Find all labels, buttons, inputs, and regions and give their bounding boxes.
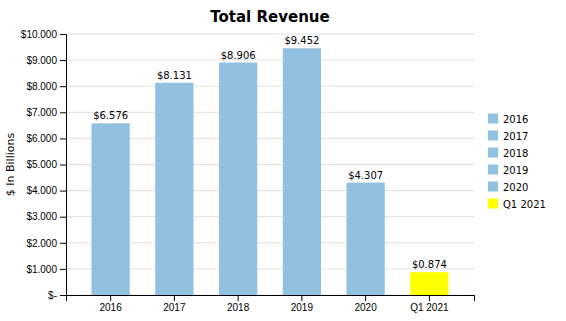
x-tick-label: 2016 xyxy=(100,302,123,313)
plot: $- $1.000 $2.000 $3.000 $4.000 $5.000 $6.000 $7… xyxy=(21,29,475,313)
legend-swatch xyxy=(488,131,498,141)
y-tick-label: $1.000 xyxy=(26,264,57,275)
legend-swatch xyxy=(488,165,498,175)
x-tick-mark xyxy=(110,295,111,301)
y-tick: $9.000 xyxy=(26,55,66,66)
data-label: $9.452 xyxy=(284,35,319,46)
y-tick-label: $5.000 xyxy=(26,159,57,170)
y-tick-label: $2.000 xyxy=(26,238,57,249)
x-tick: 2018 xyxy=(227,295,250,313)
y-tick: $1.000 xyxy=(26,264,66,275)
legend: 2016 2017 2018 2019 2020 Q1 2021 xyxy=(488,114,546,210)
bar xyxy=(347,183,385,295)
x-tick-label: 2020 xyxy=(355,302,378,313)
y-tick-mark xyxy=(60,60,66,61)
y-tick-label: $7.000 xyxy=(26,107,57,118)
y-tick-mark xyxy=(60,112,66,113)
bar xyxy=(219,63,257,295)
x-tick-mark xyxy=(429,295,430,301)
y-tick-label: $- xyxy=(48,290,57,301)
title: Total Revenue xyxy=(210,8,329,26)
legend-item: Q1 2021 xyxy=(488,199,546,210)
y-tick: $5.000 xyxy=(26,159,66,170)
grid xyxy=(66,34,474,295)
y-tick-mark xyxy=(60,191,66,192)
y-tick-mark xyxy=(60,243,66,244)
legend-swatch xyxy=(488,199,498,209)
legend-label: 2016 xyxy=(503,114,528,125)
bar xyxy=(92,123,130,295)
x-tick: 2016 xyxy=(100,295,123,313)
legend-label: 2019 xyxy=(503,165,528,176)
grid-line xyxy=(66,60,474,61)
data-label: $8.906 xyxy=(221,50,256,61)
y-tick-mark xyxy=(60,217,66,218)
y-tick-label: $8.000 xyxy=(26,81,57,92)
x-tick-mark xyxy=(174,295,175,301)
x-axis: 2016 2017 2018 2019 2020 Q1 2021 xyxy=(67,295,475,313)
grid-line xyxy=(66,34,474,35)
data-label: $0.874 xyxy=(412,259,447,270)
x-tick-label: 2018 xyxy=(227,302,250,313)
legend-label: 2020 xyxy=(503,182,528,193)
x-tick-mark xyxy=(301,295,302,301)
legend-item: 2017 xyxy=(488,131,528,142)
x-tick-mark xyxy=(238,295,239,301)
data-label: $8.131 xyxy=(157,70,192,81)
y-tick-label: $6.000 xyxy=(26,133,57,144)
y-tick-label: $9.000 xyxy=(26,55,57,66)
chart: $- $1.000 $2.000 $3.000 $4.000 $5.000 $6.000 $7… xyxy=(0,0,566,321)
y-tick-label: $3.000 xyxy=(26,211,57,222)
y-tick: $2.000 xyxy=(26,238,66,249)
bar xyxy=(155,83,193,295)
legend-item: 2020 xyxy=(488,182,528,193)
y-tick-mark xyxy=(60,295,66,296)
grid-line xyxy=(66,86,474,87)
x-tick: 2020 xyxy=(355,295,378,313)
y-tick: $10.000 xyxy=(21,29,66,40)
y-tick: $7.000 xyxy=(26,107,66,118)
y-tick-label: $10.000 xyxy=(21,29,58,40)
y-tick: $- xyxy=(48,290,66,301)
y-tick-mark xyxy=(60,269,66,270)
y-tick: $8.000 xyxy=(26,81,66,92)
y-tick-mark xyxy=(60,165,66,166)
x-tick: 2019 xyxy=(291,295,314,313)
y-tick-mark xyxy=(60,138,66,139)
y-tick: $3.000 xyxy=(26,211,66,222)
y-tick-mark xyxy=(60,34,66,35)
y-axis-line xyxy=(60,35,67,296)
legend-swatch xyxy=(488,114,498,124)
y-axis-title: $ In Billions xyxy=(4,133,17,197)
y-tick-label: $4.000 xyxy=(26,185,57,196)
legend-label: 2018 xyxy=(503,148,528,159)
legend-item: 2018 xyxy=(488,148,528,159)
legend-item: 2016 xyxy=(488,114,528,125)
x-tick-mark xyxy=(365,295,366,301)
y-tick: $6.000 xyxy=(26,133,66,144)
legend-swatch xyxy=(488,148,498,158)
bar xyxy=(283,48,321,295)
bars xyxy=(92,48,449,295)
x-axis-line xyxy=(67,296,475,302)
legend-label: Q1 2021 xyxy=(503,199,546,210)
x-tick-label: Q1 2021 xyxy=(410,302,449,313)
data-label: $4.307 xyxy=(348,170,383,181)
y-tick-mark xyxy=(60,86,66,87)
legend-label: 2017 xyxy=(503,131,528,142)
x-tick: 2017 xyxy=(163,295,186,313)
y-tick: $4.000 xyxy=(26,185,66,196)
data-label: $6.576 xyxy=(93,110,128,121)
x-tick: Q1 2021 xyxy=(410,295,449,313)
data-labels: $6.576 $8.131 $8.906 $9.452 $4.307 $0.874 xyxy=(93,35,447,270)
legend-swatch xyxy=(488,182,498,192)
x-tick-label: 2017 xyxy=(163,302,186,313)
y-axis: $- $1.000 $2.000 $3.000 $4.000 $5.000 $6.000 $7… xyxy=(21,29,67,301)
legend-item: 2019 xyxy=(488,165,528,176)
x-tick-label: 2019 xyxy=(291,302,314,313)
bar xyxy=(410,272,448,295)
